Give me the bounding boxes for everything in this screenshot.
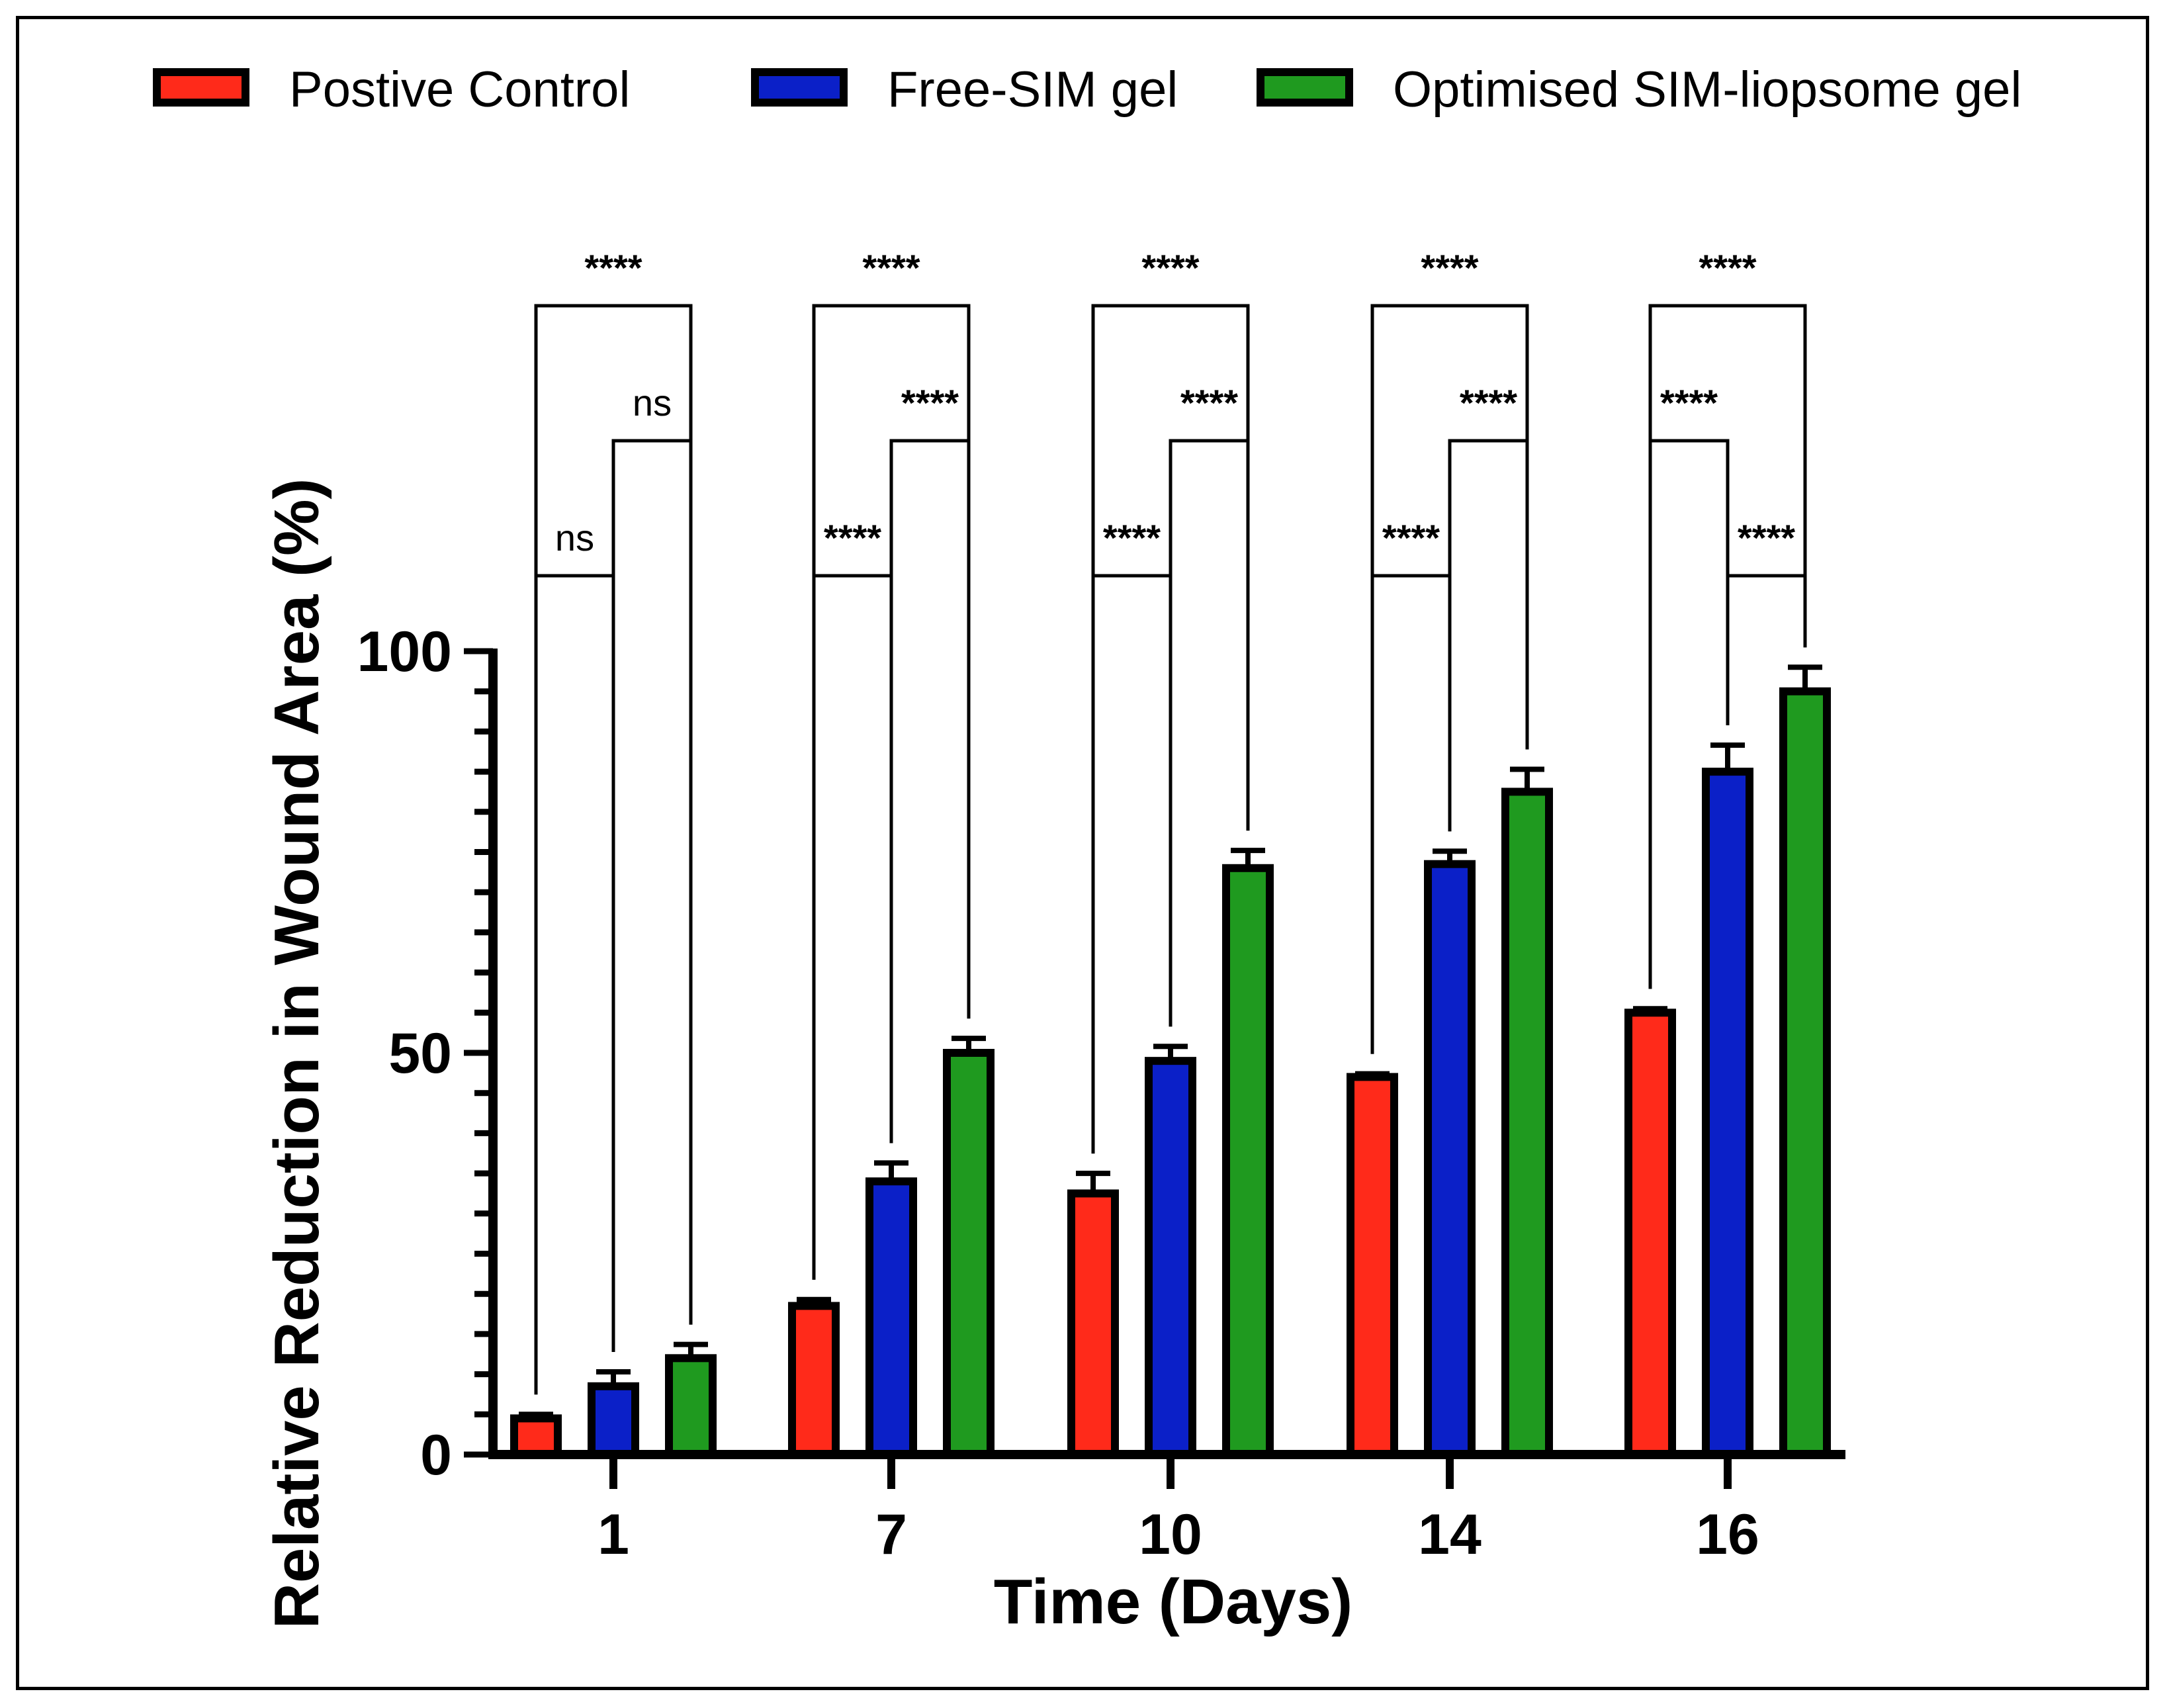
significance-label: **** [1738,517,1795,559]
y-axis-title: Relative Reduction in Wound Area (%) [261,478,332,1629]
significance-label: ns [555,517,594,559]
x-tick-label: 16 [1696,1503,1759,1566]
bar [665,1354,717,1459]
significance-label: **** [584,247,642,289]
bar [1145,1057,1196,1459]
significance-label: **** [1460,382,1517,424]
bar [788,1302,840,1459]
bar [510,1414,562,1459]
significance-label: **** [901,382,959,424]
bar [1501,787,1553,1459]
legend-label: Free-SIM gel [887,62,1178,118]
significance-label: **** [824,517,881,559]
significance-bracket [1726,574,1807,726]
significance-label: **** [1180,382,1238,424]
legend-swatch [1257,68,1353,107]
bar [1424,860,1476,1459]
significance-bracket [1448,439,1529,832]
significance-bracket [812,574,893,1280]
legend-label: Optimised SIM-liopsome gel [1393,62,2021,118]
axes: 0 50 100 1 7 10 14 16 [357,620,1845,1566]
bar-chart: Postive Control Free-SIM gel Optimised SIM… [153,62,2021,1637]
significance-label: **** [1699,247,1756,289]
legend-label: Postive Control [289,62,630,118]
bar [865,1177,917,1459]
bar [1347,1073,1398,1459]
x-tick-label: 14 [1418,1503,1482,1566]
legend-swatch [751,68,848,107]
significance-label: **** [1421,247,1478,289]
bar [1779,687,1831,1459]
significance-bracket [534,574,615,1395]
bar [588,1382,639,1459]
significance-bracket [1370,574,1452,1054]
significance-brackets: **** ns ns **** **** **** **** **** **** **** ****… [534,247,1807,1395]
legend-swatch [153,68,249,107]
figure-frame: Postive Control Free-SIM gel Optimised SIM… [16,16,2149,1690]
y-tick-label: 100 [357,620,453,684]
significance-label: **** [1660,382,1718,424]
significance-label: ns [633,382,672,424]
bars [510,664,1831,1459]
significance-label: **** [862,247,920,289]
y-tick-label: 50 [388,1022,452,1085]
x-tick-label: 10 [1139,1503,1202,1566]
significance-label: **** [1382,517,1440,559]
significance-bracket [1091,574,1173,1154]
legend: Postive Control Free-SIM gel Optimised SIM… [153,62,2021,118]
bar [1067,1189,1119,1459]
bar [943,1049,995,1459]
bar [1222,864,1274,1459]
x-tick-label: 7 [875,1503,907,1566]
x-tick-label: 1 [598,1503,629,1566]
bar [1624,1009,1676,1459]
bar [1702,768,1753,1459]
y-tick-label: 0 [420,1423,452,1487]
significance-bracket [611,439,693,1352]
significance-label: **** [1141,247,1199,289]
x-axis-title: Time (Days) [994,1566,1352,1637]
significance-label: **** [1103,517,1161,559]
